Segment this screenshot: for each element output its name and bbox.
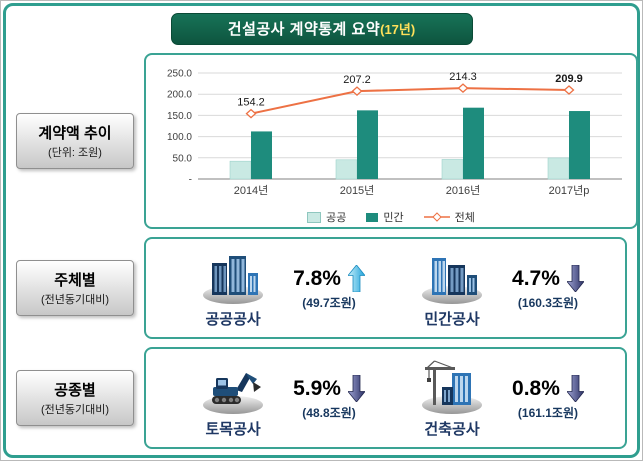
stat-item-civil: 토목공사 5.9% (48.8조원) xyxy=(187,358,365,439)
amount-value: (48.8조원) xyxy=(302,406,356,420)
svg-text:100.0: 100.0 xyxy=(167,132,192,143)
worktype-stats-panel: 토목공사 5.9% (48.8조원) xyxy=(144,347,627,449)
category-name: 건축공사 xyxy=(424,420,480,438)
trend-unit-label: (단위: 조원) xyxy=(48,147,102,159)
legend-private: 민간 xyxy=(366,209,404,225)
trend-chart-panel: 250.0 200.0 150.0 100.0 50.0 - 2014년 2015년 2016년… xyxy=(144,53,638,229)
svg-text:250.0: 250.0 xyxy=(167,69,192,80)
svg-text:214.3: 214.3 xyxy=(449,71,477,83)
down-arrow-icon xyxy=(566,265,584,292)
svg-text:209.9: 209.9 xyxy=(555,73,583,85)
percent-value: 4.7% xyxy=(512,266,560,290)
contract-trend-chart: 250.0 200.0 150.0 100.0 50.0 - 2014년 2015년 2016년… xyxy=(148,59,634,225)
svg-text:154.2: 154.2 xyxy=(237,97,265,109)
trend-arrow xyxy=(566,265,584,292)
section-contract-trend: 계약액 추이 (단위: 조원) 250.0 200.0 150.0 100.0 50.0… xyxy=(16,53,638,229)
worktype-label: 공종별 xyxy=(54,382,96,399)
owner-label: 주체별 xyxy=(54,272,96,289)
owner-label-box: 주체별 (전년동기대비) xyxy=(16,260,134,316)
svg-text:-: - xyxy=(189,175,192,186)
amount-value: (161.1조원) xyxy=(517,406,579,420)
up-arrow-icon xyxy=(347,265,365,292)
svg-text:2015년: 2015년 xyxy=(340,184,375,197)
section-by-worktype: 공종별 (전년동기대비) xyxy=(16,347,627,449)
svg-text:207.2: 207.2 xyxy=(343,74,371,86)
trend-arrow xyxy=(347,375,365,402)
owner-stats-panel: 공공공사 7.8% (49.7조원) xyxy=(144,237,627,339)
svg-text:200.0: 200.0 xyxy=(167,90,192,101)
chart-legend: 공공 민간 전체 xyxy=(148,209,634,225)
trend-arrow xyxy=(566,375,584,402)
down-arrow-icon xyxy=(566,375,584,402)
building-works-icon xyxy=(422,359,483,414)
svg-text:50.0: 50.0 xyxy=(173,153,193,164)
percent-value: 5.9% xyxy=(293,376,341,400)
line-marker-icon xyxy=(423,212,450,222)
category-name: 공공공사 xyxy=(205,310,261,328)
private-construction-icon xyxy=(422,257,483,304)
trend-arrow xyxy=(347,265,365,292)
worktype-sublabel: (전년동기대비) xyxy=(40,404,110,416)
amount-value: (160.3조원) xyxy=(517,296,579,310)
public-construction-icon xyxy=(203,255,264,304)
stat-item-public: 공공공사 7.8% (49.7조원) xyxy=(187,248,365,329)
owner-sublabel: (전년동기대비) xyxy=(40,294,110,306)
category-name: 민간공사 xyxy=(424,310,480,328)
svg-text:2016년: 2016년 xyxy=(446,184,481,197)
svg-text:2014년: 2014년 xyxy=(234,184,269,197)
page-title-year: (17년) xyxy=(380,22,416,37)
amount-value: (49.7조원) xyxy=(302,296,356,310)
svg-text:150.0: 150.0 xyxy=(167,111,192,122)
trend-label-box: 계약액 추이 (단위: 조원) xyxy=(16,113,134,169)
report-frame: 건설공사 계약통계 요약(17년) 계약액 추이 (단위: 조원) 250.0 2… xyxy=(3,3,640,458)
percent-value: 7.8% xyxy=(293,266,341,290)
page-title: 건설공사 계약통계 요약(17년) xyxy=(170,13,473,45)
trend-chart-svg: 250.0 200.0 150.0 100.0 50.0 - 2014년 2015년 2016년… xyxy=(167,69,622,197)
stat-item-private: 민간공사 4.7% (160.3조원) xyxy=(406,248,584,329)
legend-public: 공공 xyxy=(307,209,346,225)
section-by-owner: 주체별 (전년동기대비) xyxy=(16,237,627,339)
page-title-text: 건설공사 계약통계 요약 xyxy=(227,21,381,38)
legend-total: 전체 xyxy=(423,209,475,225)
svg-text:2017년p: 2017년p xyxy=(549,184,590,197)
civil-works-icon xyxy=(203,372,264,414)
trend-label: 계약액 추이 xyxy=(38,125,112,142)
percent-value: 0.8% xyxy=(512,376,560,400)
category-name: 토목공사 xyxy=(205,420,261,438)
stat-item-building: 건축공사 0.8% (161.1조원) xyxy=(406,358,584,439)
down-arrow-icon xyxy=(347,375,365,402)
worktype-label-box: 공종별 (전년동기대비) xyxy=(16,370,134,426)
